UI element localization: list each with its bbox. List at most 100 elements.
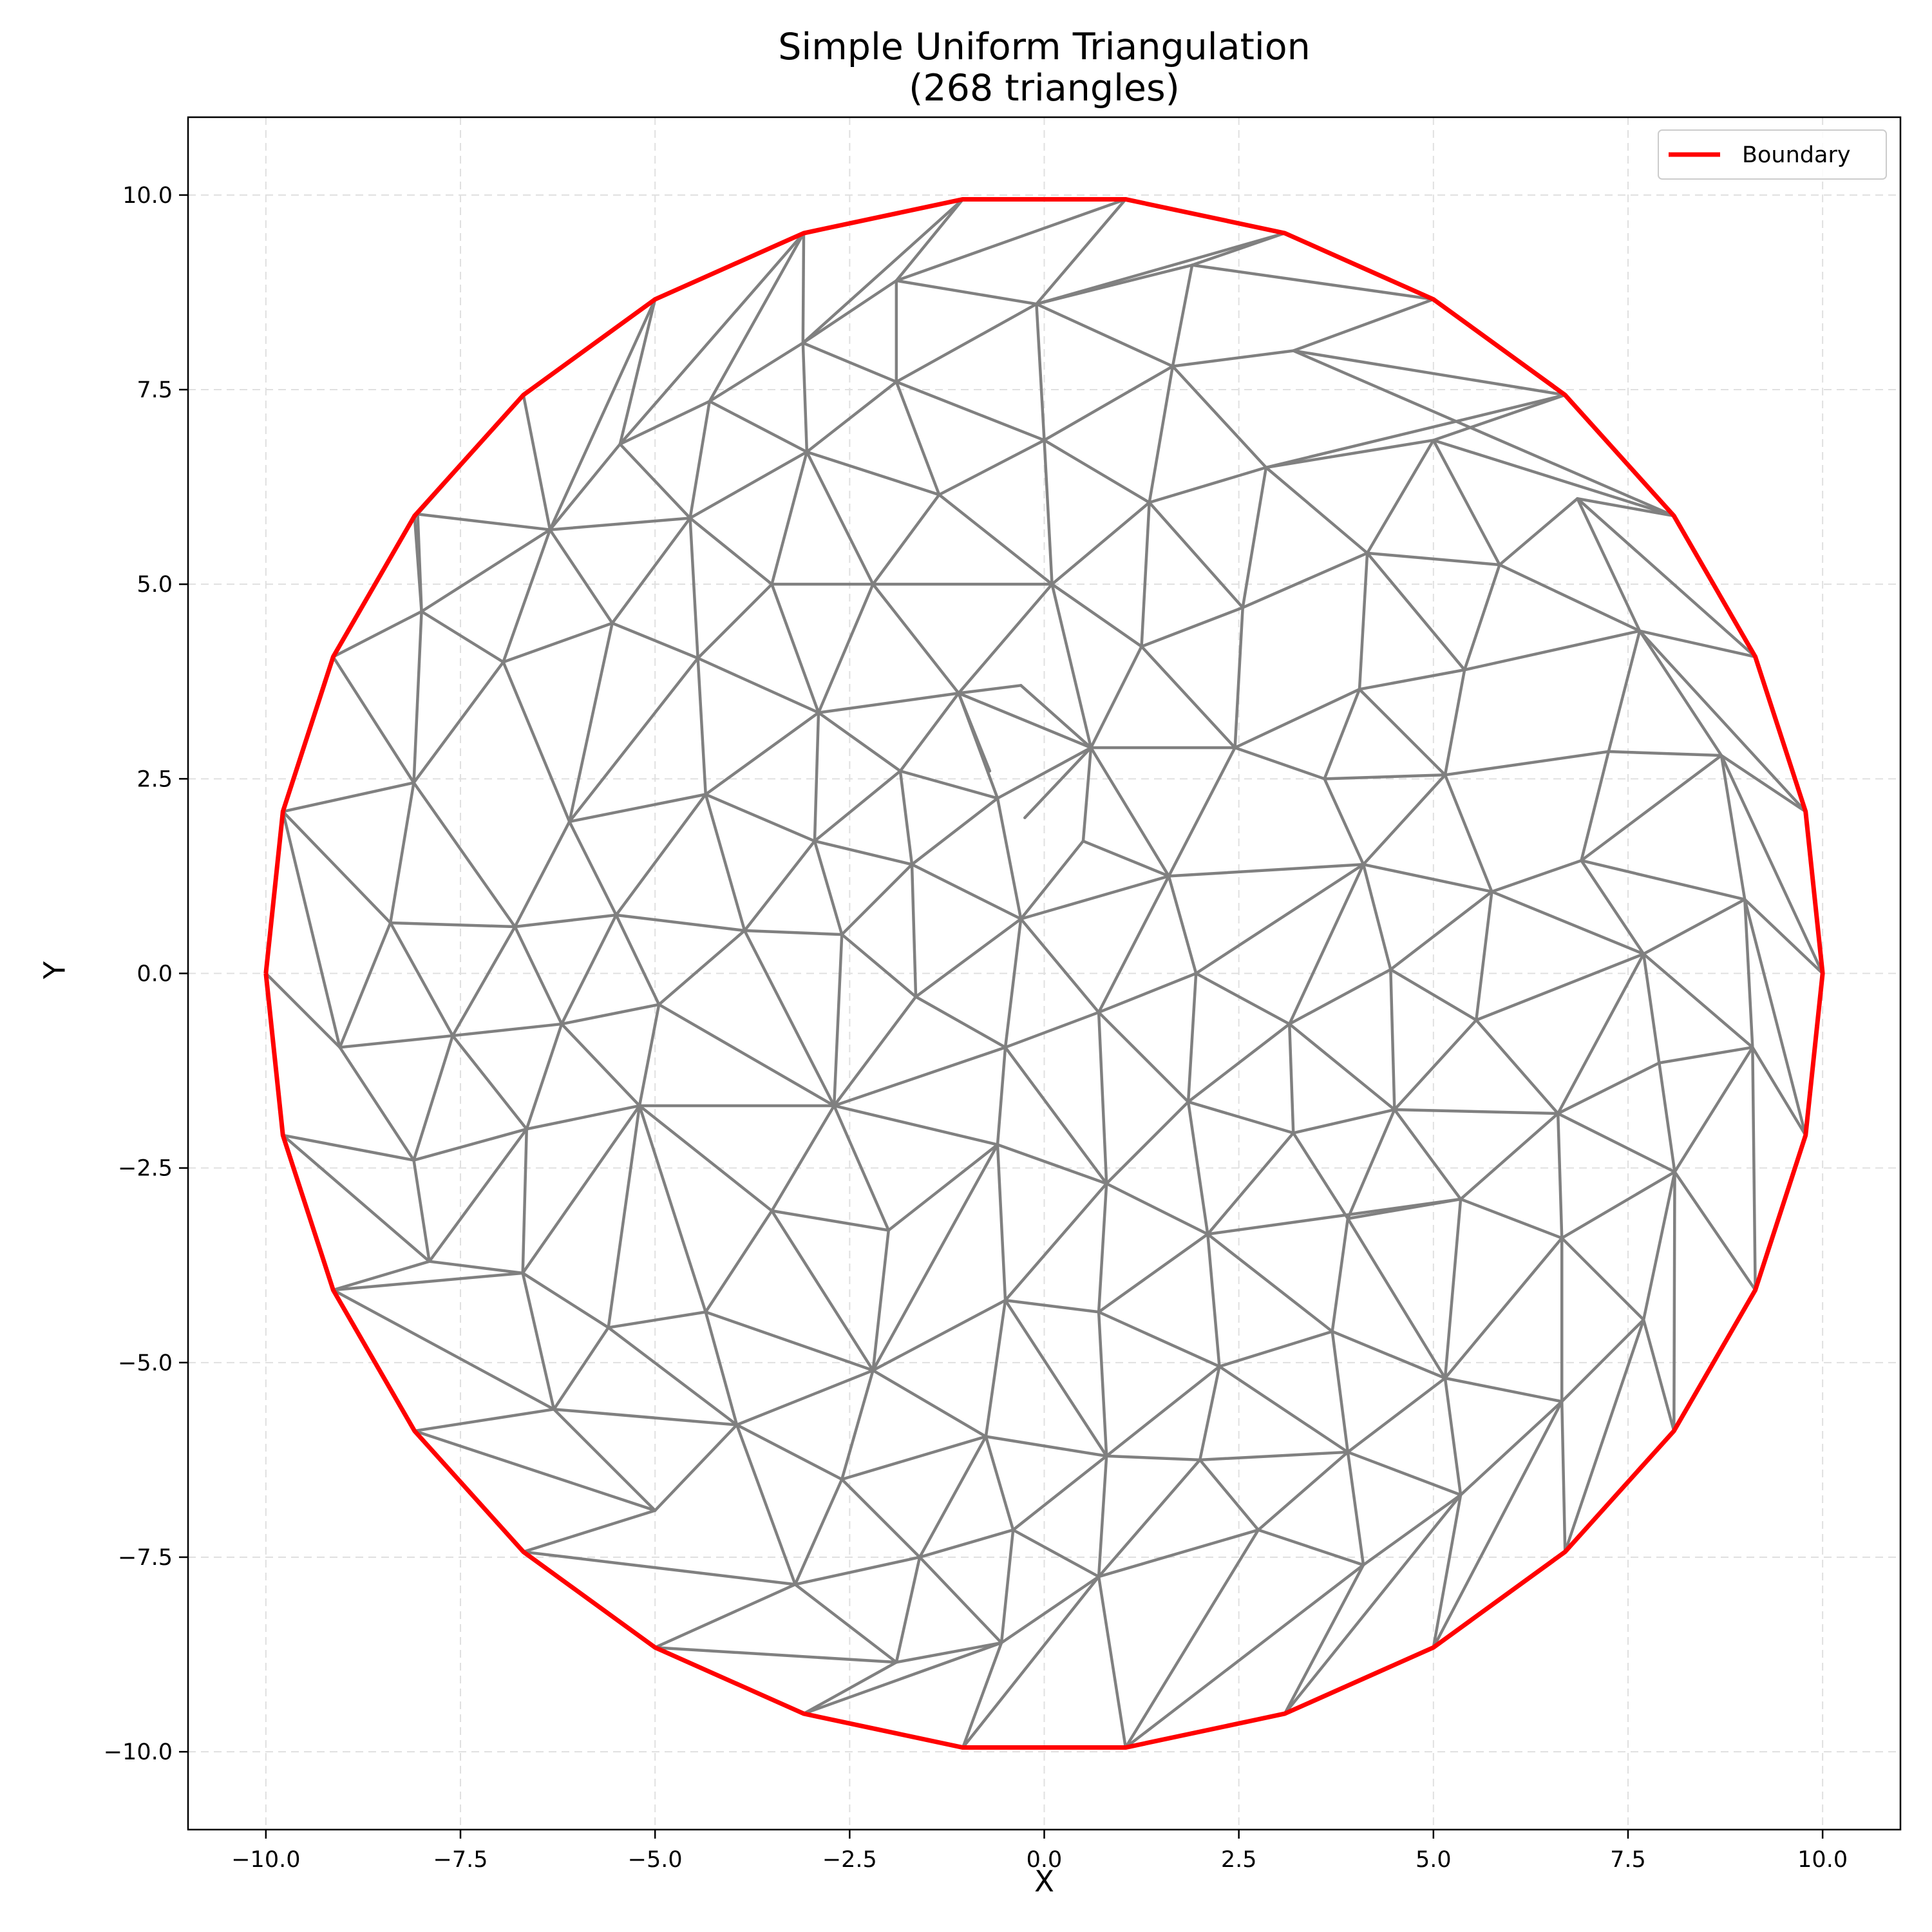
mesh-edge [801, 198, 965, 345]
mesh-edge [413, 1408, 556, 1433]
mesh-edge [1443, 773, 1493, 893]
mesh-edge [552, 1326, 610, 1411]
mesh-edge [1218, 1365, 1350, 1454]
mesh-edge [1323, 773, 1447, 781]
mesh-edge [1576, 497, 1676, 518]
mesh-edge [832, 1046, 1007, 1108]
mesh-edge [1011, 1528, 1101, 1578]
mesh-edge [1475, 952, 1645, 1022]
mesh-edge [1194, 863, 1365, 975]
y-tick-label: 0.0 [137, 961, 173, 987]
mesh-edge [1140, 645, 1236, 750]
mesh-edge [1089, 645, 1143, 750]
mesh-edge [1673, 1046, 1754, 1173]
mesh-edge [332, 610, 423, 659]
mesh-edge [1097, 1010, 1108, 1186]
mesh-edge [1331, 1330, 1350, 1454]
mesh-edge [548, 442, 622, 531]
mesh-edge [1498, 497, 1579, 567]
mesh-edge [522, 393, 552, 531]
mesh-edge [1443, 1236, 1564, 1380]
mesh-edge [1287, 968, 1392, 1026]
mesh-edge [805, 450, 875, 586]
mesh-edge [413, 1429, 657, 1512]
mesh-edge [1198, 1458, 1260, 1531]
mesh-edge [1459, 1400, 1564, 1497]
mesh-edge [1751, 1046, 1757, 1292]
mesh-edge [832, 1104, 999, 1146]
mesh-edge [840, 1368, 875, 1481]
mesh-edge [1743, 898, 1824, 975]
mesh-edge [1346, 1108, 1396, 1220]
mesh-edge [1358, 688, 1447, 777]
x-tick-label: −5.0 [628, 1847, 683, 1873]
mesh-edge [451, 1034, 529, 1131]
mesh-edge [1035, 198, 1128, 306]
mesh-edge [1198, 1365, 1221, 1462]
mesh-edge [388, 781, 415, 925]
mesh-edge [657, 1003, 836, 1108]
mesh-edge [521, 1127, 529, 1275]
mesh-edge [793, 1477, 844, 1586]
mesh-edge [938, 439, 1046, 497]
mesh-edge [1556, 1112, 1676, 1173]
mesh-edge [388, 921, 455, 1037]
y-axis-label: Y [37, 961, 72, 980]
mesh-edge [1003, 1010, 1101, 1049]
mesh-edge [281, 1133, 415, 1162]
mesh-edge [805, 380, 898, 453]
chart-title: Simple Uniform Triangulation [778, 26, 1311, 68]
mesh-edge [817, 692, 960, 714]
mesh-edge [1432, 439, 1501, 567]
mesh-edge [1475, 1018, 1560, 1115]
mesh-edge [412, 781, 516, 929]
x-tick-label: −10.0 [231, 1847, 300, 1873]
mesh-edge [513, 820, 571, 929]
mesh-edge [451, 925, 516, 1037]
mesh-edge [1186, 972, 1198, 1104]
mesh-edge [957, 684, 1023, 695]
mesh-edge [1365, 551, 1501, 567]
y-tick-label: −2.5 [118, 1156, 173, 1182]
mesh-edge [1642, 952, 1754, 1049]
mesh-edge [801, 231, 806, 345]
y-tick-label: 10.0 [122, 183, 173, 209]
mesh-edge [614, 793, 707, 917]
mesh-edge [708, 341, 805, 403]
mesh-edge [1432, 1400, 1564, 1649]
mesh-edge [1104, 1365, 1221, 1458]
mesh-edge [1432, 393, 1567, 442]
mesh-edge [704, 793, 746, 933]
mesh-edge [984, 1435, 1015, 1531]
mesh-edge [1642, 1318, 1676, 1433]
mesh-edge [1283, 1563, 1365, 1716]
mesh-edge [412, 660, 505, 784]
mesh-edge [1323, 688, 1361, 781]
mesh-edge [743, 839, 817, 933]
mesh-edge [611, 516, 692, 625]
chart-subtitle: (268 triangles) [909, 67, 1180, 109]
mesh-edge [614, 913, 746, 933]
mesh-edge [895, 1555, 922, 1664]
legend-box [1658, 129, 1887, 180]
mesh-edge [338, 921, 392, 1049]
mesh-edge [813, 839, 914, 866]
mesh-edge [1019, 839, 1085, 921]
mesh-edge [813, 770, 902, 843]
mesh-edge [614, 913, 661, 1007]
mesh-edge [1104, 1182, 1209, 1236]
mesh-edge [1140, 606, 1244, 649]
mesh-edge [1658, 1061, 1676, 1173]
mesh-edge [898, 692, 960, 773]
mesh-edge [735, 1368, 875, 1426]
mesh-edge [1104, 1100, 1190, 1186]
mesh-edge [618, 399, 712, 446]
mesh-edge [1607, 750, 1723, 757]
x-tick-label: 2.5 [1221, 1847, 1257, 1873]
x-axis-label: X [1034, 1864, 1054, 1899]
mesh-edge [264, 972, 341, 1049]
mesh-edge [840, 1477, 922, 1559]
mesh-edge [420, 610, 505, 664]
mesh-edge [1097, 1458, 1202, 1578]
